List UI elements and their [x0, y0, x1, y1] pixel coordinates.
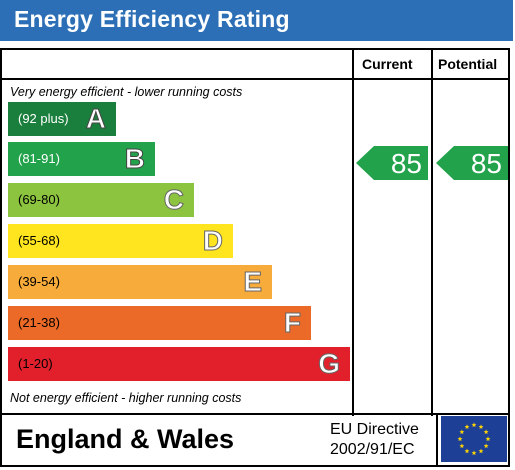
eu-star: [478, 448, 484, 454]
footer-top-divider: [0, 413, 510, 415]
band-letter: D: [202, 225, 223, 257]
band-e: (39-54) E: [8, 265, 272, 299]
eu-star: [464, 448, 470, 454]
band-range: (55-68): [18, 233, 60, 248]
potential-column-header: Potential: [438, 56, 498, 72]
eu-star: [471, 422, 477, 428]
potential-rating-arrow: 85: [436, 146, 508, 180]
eu-star: [483, 443, 489, 449]
header-divider: [0, 78, 510, 80]
current-arrow-shape: [356, 146, 428, 180]
inefficient-note: Not energy efficient - higher running co…: [10, 391, 242, 405]
eu-directive-line1: EU Directive: [330, 421, 419, 438]
current-rating-arrow: 85: [356, 146, 428, 180]
region-label: England & Wales: [16, 424, 235, 454]
potential-rating-value: 85: [470, 148, 502, 179]
band-letter: G: [318, 348, 341, 380]
eu-star: [483, 429, 489, 435]
band-range: (69-80): [18, 192, 60, 207]
band-range: (81-91): [18, 151, 60, 166]
rating-table: [0, 48, 510, 467]
current-column-header: Current: [362, 56, 413, 72]
eu-star: [485, 436, 491, 442]
band-g: (1-20) G: [8, 347, 350, 381]
band-letter: F: [283, 307, 301, 339]
band-range: (39-54): [18, 274, 60, 289]
eu-star: [459, 429, 465, 435]
eu-star: [457, 436, 463, 442]
eu-stars: [457, 422, 491, 456]
potential-arrow-shape: [436, 146, 508, 180]
band-letter: B: [124, 143, 145, 175]
footer-divider: [436, 414, 438, 467]
band-letter: E: [243, 266, 263, 298]
band-letter: C: [163, 184, 184, 216]
efficient-note: Very energy efficient - lower running co…: [10, 85, 243, 99]
band-range: (21-38): [18, 315, 60, 330]
band-a: (92 plus) A: [8, 102, 116, 136]
title-bar: Energy Efficiency Rating: [0, 0, 513, 41]
eu-star: [471, 450, 477, 456]
page-title: Energy Efficiency Rating: [14, 6, 290, 32]
band-b: (81-91) B: [8, 142, 155, 176]
band-d: (55-68) D: [8, 224, 233, 258]
band-f: (21-38) F: [8, 306, 311, 340]
band-letter: A: [85, 103, 106, 135]
eu-star: [478, 424, 484, 429]
eu-star: [464, 424, 470, 429]
band-range: (1-20): [18, 356, 53, 371]
column-divider: [431, 48, 433, 416]
band-range: (92 plus): [18, 111, 69, 126]
eu-flag-icon: [441, 416, 507, 462]
eu-directive-line2: 2002/91/EC: [330, 441, 415, 458]
current-rating-value: 85: [390, 148, 422, 179]
column-divider: [352, 48, 354, 416]
eu-star: [459, 443, 465, 449]
band-c: (69-80) C: [8, 183, 194, 217]
